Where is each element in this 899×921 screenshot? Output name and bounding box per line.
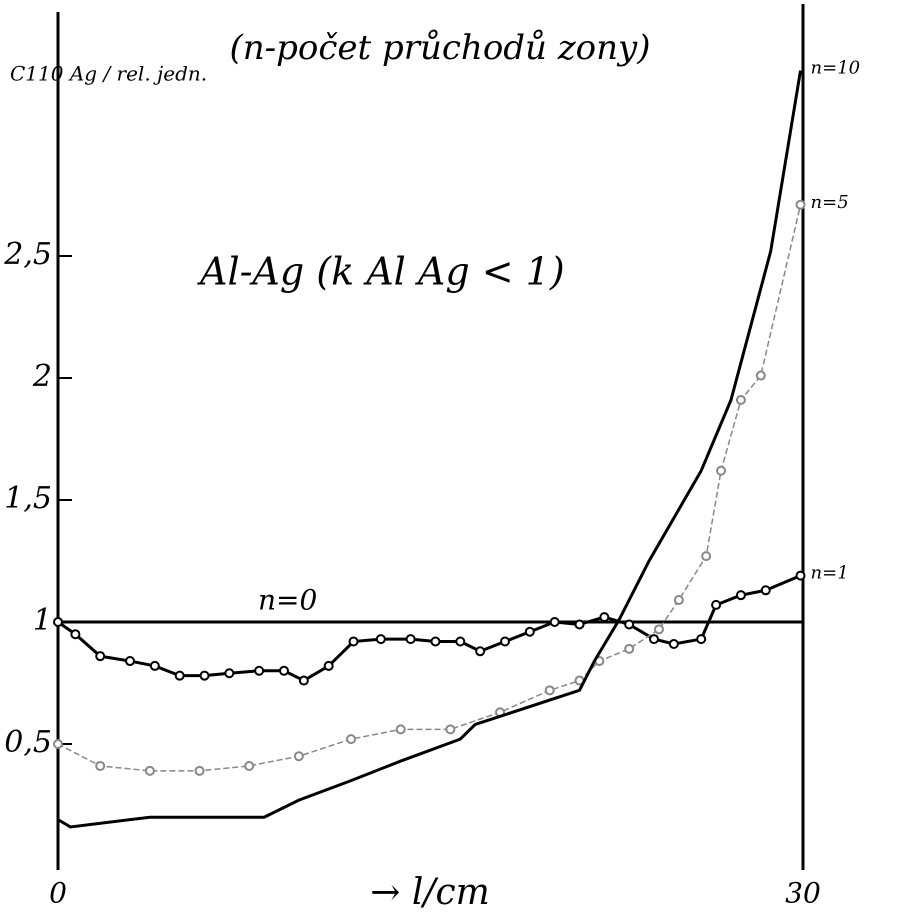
y-axis-label: C110 Ag / rel. jedn.	[10, 62, 207, 86]
point	[323, 660, 334, 671]
point	[278, 665, 289, 676]
annotation: Al-Ag (k Al Ag < 1)	[197, 250, 565, 294]
y-tick-label: 1,5	[4, 481, 52, 516]
chart-title: (n-počet průchodů zony)	[229, 28, 650, 68]
point	[144, 765, 155, 776]
y-tick-label: 0,5	[4, 725, 52, 760]
point	[346, 734, 357, 745]
point	[445, 724, 456, 735]
point	[755, 370, 766, 381]
point	[668, 638, 679, 649]
x-tick-label: 30	[785, 877, 821, 910]
point	[653, 624, 664, 635]
point	[224, 668, 235, 679]
point	[293, 751, 304, 762]
point	[375, 634, 386, 645]
point	[574, 619, 585, 630]
point	[174, 670, 185, 681]
point	[254, 665, 265, 676]
point	[194, 765, 205, 776]
point	[500, 636, 510, 647]
series-line	[57, 70, 802, 829]
point	[549, 617, 560, 627]
y-tick-label: 2	[32, 359, 52, 394]
point	[348, 636, 359, 647]
point	[53, 617, 63, 627]
point	[735, 590, 746, 601]
legend-label: n=1	[811, 563, 849, 584]
point	[760, 585, 771, 596]
legend-label: n=0	[258, 584, 317, 617]
point	[673, 595, 684, 606]
point	[711, 599, 722, 610]
point	[795, 199, 806, 210]
point	[125, 656, 136, 667]
point	[53, 739, 63, 749]
legend-label: n=10	[811, 58, 861, 79]
point	[199, 670, 210, 681]
point	[649, 634, 659, 645]
point	[524, 626, 535, 637]
y-tick-label: 1	[33, 603, 52, 638]
legend-label: n=5	[811, 192, 849, 213]
point	[475, 646, 486, 657]
point	[696, 634, 707, 645]
point	[716, 465, 727, 476]
point	[735, 394, 746, 405]
point	[795, 570, 806, 581]
y-tick-label: 2,5	[3, 237, 52, 272]
point	[149, 660, 160, 671]
point	[298, 675, 309, 686]
point	[455, 636, 466, 647]
point	[624, 643, 635, 654]
point	[244, 760, 255, 771]
point	[95, 651, 106, 662]
point	[95, 760, 106, 771]
point	[624, 619, 635, 630]
point	[599, 612, 610, 623]
point	[544, 685, 555, 696]
point	[701, 551, 712, 562]
point	[395, 724, 406, 735]
series-line	[57, 574, 802, 683]
x-axis-label: → l/cm	[370, 872, 490, 913]
point	[405, 634, 416, 645]
x-tick-label: 0	[49, 877, 67, 910]
point	[70, 629, 81, 640]
point	[430, 636, 441, 647]
